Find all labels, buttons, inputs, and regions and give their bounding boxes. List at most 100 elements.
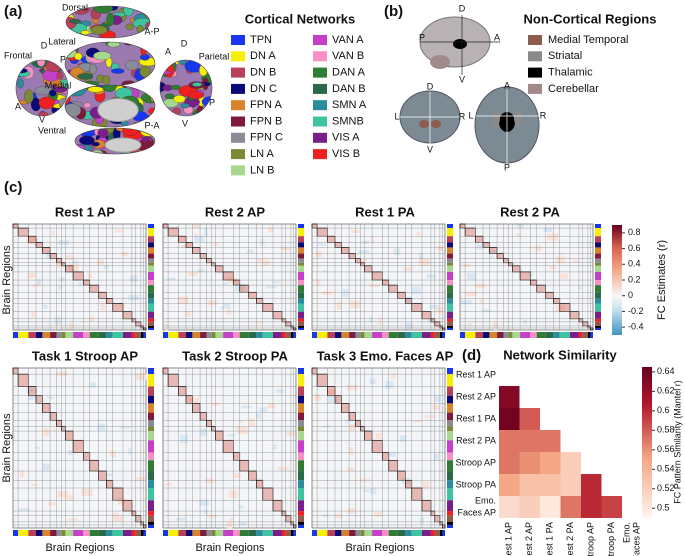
- parcel: [136, 25, 144, 34]
- diagonal-block: [232, 452, 241, 461]
- legend-label: DN B: [250, 67, 276, 79]
- network-strip: [148, 412, 154, 421]
- texture: [189, 397, 199, 403]
- matrix-bg: [459, 223, 594, 331]
- network-strip: [298, 511, 304, 516]
- network-strip: [50, 530, 57, 536]
- network-strip: [349, 530, 356, 536]
- diagonal-block: [65, 265, 74, 273]
- network-strip: [312, 530, 318, 536]
- texture: [369, 316, 373, 323]
- network-strip: [595, 224, 601, 229]
- diagonal-block: [272, 499, 283, 512]
- texture: [429, 305, 439, 309]
- network-strip: [148, 511, 154, 516]
- diagonal-block: [215, 265, 224, 273]
- network-strip: [61, 530, 66, 536]
- network-strip: [447, 285, 453, 293]
- legend-label: Cerebellar: [548, 83, 599, 95]
- network-strip: [447, 480, 453, 488]
- network-strip: [447, 318, 453, 322]
- network-strip: [56, 530, 62, 536]
- texture: [121, 251, 128, 257]
- texture: [511, 262, 516, 265]
- x-axis-label: Brain Regions: [195, 542, 265, 554]
- diagonal-block: [192, 403, 201, 413]
- texture: [516, 232, 521, 237]
- diagonal-block: [364, 265, 373, 273]
- legend-label: Thalamic: [548, 67, 593, 79]
- network-strip: [595, 242, 601, 248]
- texture: [314, 393, 321, 402]
- texture: [59, 276, 65, 282]
- diagonal-block: [489, 247, 498, 254]
- network-strip: [447, 292, 453, 299]
- brain-outline: [65, 5, 151, 39]
- diagonal-block: [42, 247, 51, 254]
- network-strip: [148, 488, 154, 501]
- network-strip: [595, 236, 601, 243]
- legend-label: VIS B: [332, 148, 360, 160]
- diagonal-block: [82, 452, 91, 461]
- network-strip: [439, 332, 443, 338]
- network-strip: [36, 530, 43, 536]
- texture: [315, 251, 323, 258]
- legend-swatch: [528, 51, 542, 62]
- texture: [239, 420, 243, 423]
- diagonal-block: [316, 227, 328, 237]
- legend-swatch: [528, 35, 542, 45]
- network-strip: [298, 412, 304, 421]
- diagonal-block: [360, 262, 365, 267]
- network-strip: [447, 247, 453, 254]
- texture: [120, 304, 125, 307]
- texture: [476, 244, 483, 250]
- brain: [160, 60, 212, 116]
- colorbar-tick-label: 0.5: [657, 503, 670, 513]
- brain-label: R: [459, 111, 466, 121]
- brain-label: D: [181, 38, 188, 48]
- colorbar: [612, 225, 622, 335]
- texture: [96, 259, 104, 265]
- network-strip: [131, 332, 136, 338]
- texture: [71, 260, 79, 264]
- diagonal-block: [512, 265, 521, 273]
- texture: [165, 323, 169, 331]
- legend-label: DAN A: [332, 67, 366, 79]
- network-strip: [192, 332, 201, 338]
- texture: [181, 245, 188, 248]
- column-label: Faces AP: [632, 522, 642, 556]
- network-strip: [262, 530, 273, 536]
- texture: [128, 295, 140, 301]
- texture: [434, 395, 442, 402]
- colorbar-tick-label: 0.54: [657, 464, 675, 474]
- texture: [100, 302, 106, 311]
- diagonal-block: [334, 395, 342, 404]
- colorbar-tick-label: 0.6: [657, 405, 670, 415]
- network-strip: [372, 530, 383, 536]
- network-strip: [42, 332, 51, 338]
- texture: [167, 277, 176, 281]
- heatmap-cell: [519, 430, 540, 452]
- network-strip: [135, 332, 141, 338]
- panel-label: (c): [4, 179, 22, 196]
- diagonal-block: [167, 373, 179, 387]
- network-strip: [439, 530, 443, 536]
- texture: [206, 316, 210, 319]
- network-strip: [281, 332, 286, 338]
- region: [431, 120, 441, 128]
- network-strip: [447, 488, 453, 501]
- brain-outline: [159, 59, 213, 117]
- network-strip: [168, 332, 179, 338]
- network-strip: [447, 524, 453, 528]
- parcel: [76, 128, 94, 131]
- network-strip: [503, 332, 509, 338]
- texture: [276, 389, 284, 394]
- network-strip: [298, 368, 304, 375]
- network-strip: [148, 452, 154, 461]
- network-strip: [483, 332, 490, 338]
- column-label: Emo.: [622, 522, 632, 543]
- network-strip: [447, 395, 453, 404]
- diagonal-block: [293, 524, 297, 529]
- texture: [350, 300, 361, 309]
- texture: [89, 382, 96, 388]
